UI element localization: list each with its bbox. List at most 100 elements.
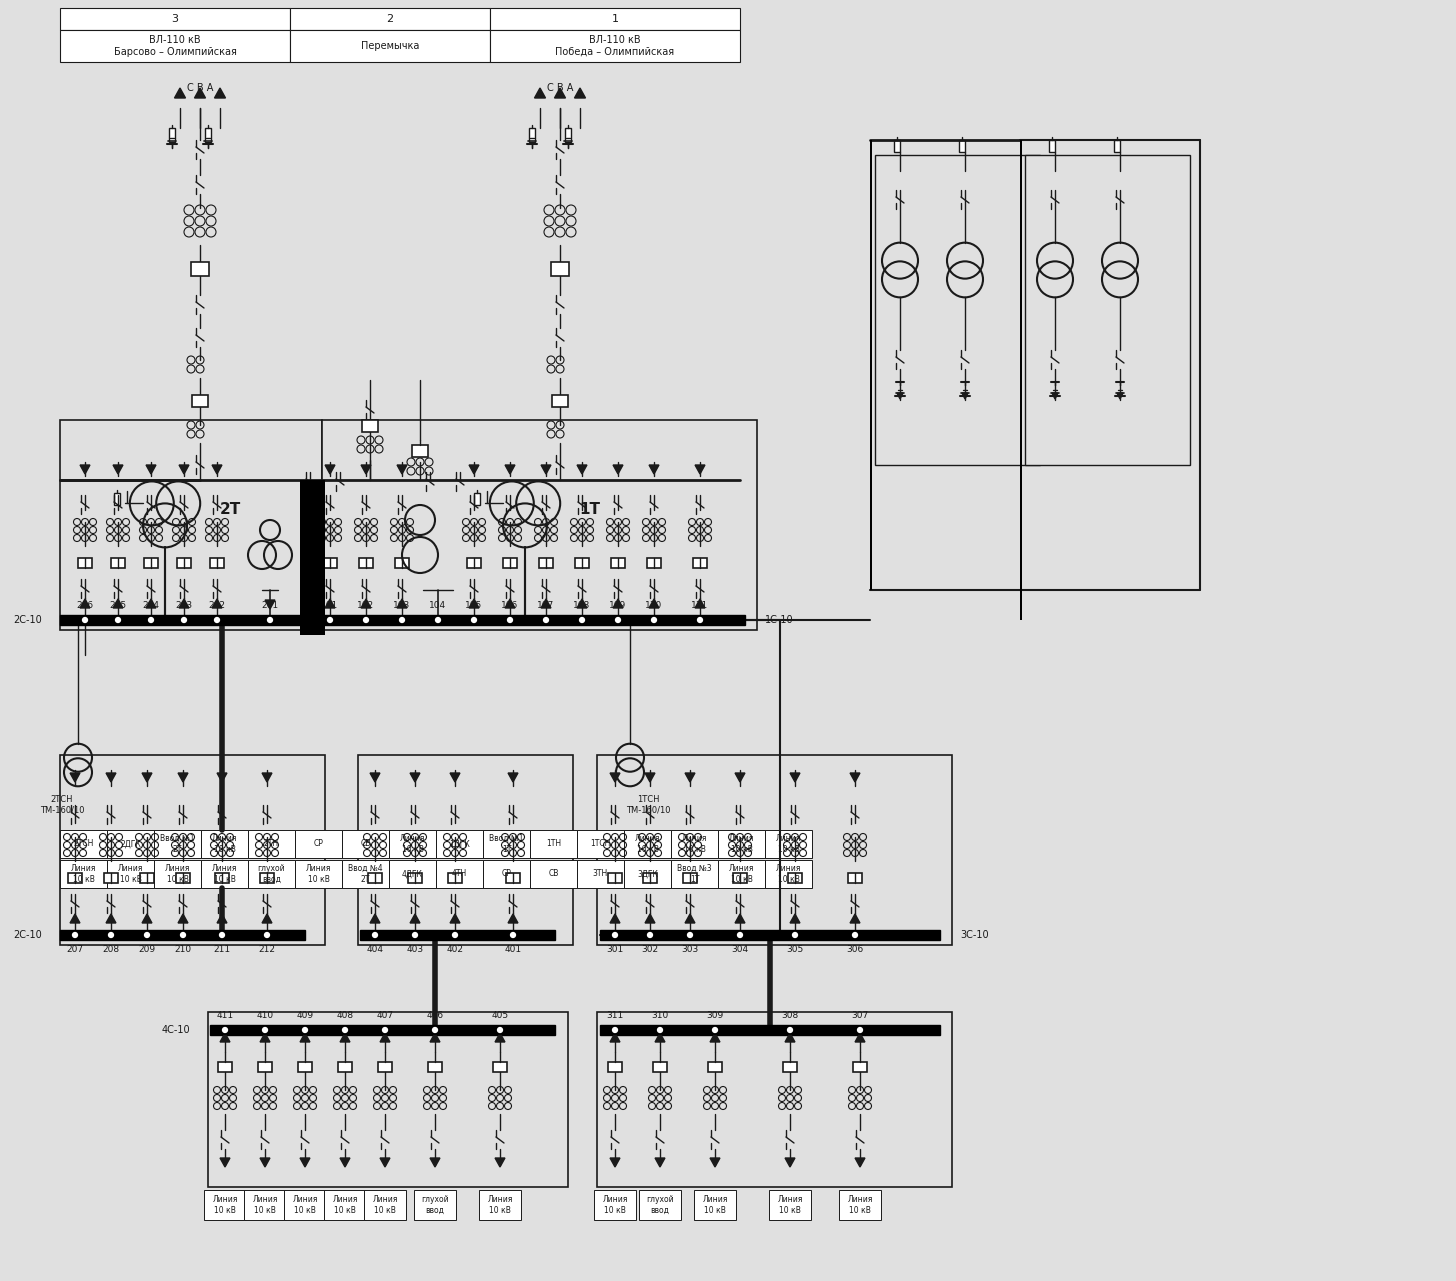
Bar <box>718 860 764 888</box>
Polygon shape <box>695 600 705 608</box>
Polygon shape <box>695 465 705 474</box>
Bar <box>60 860 106 888</box>
Circle shape <box>261 1026 269 1034</box>
Text: 210: 210 <box>175 944 192 953</box>
Bar <box>448 872 462 883</box>
Text: 111: 111 <box>692 602 709 611</box>
Polygon shape <box>146 465 156 474</box>
Polygon shape <box>370 915 380 924</box>
Bar <box>644 872 657 883</box>
Text: 107: 107 <box>537 602 555 611</box>
Polygon shape <box>179 465 189 474</box>
Text: 303: 303 <box>681 944 699 953</box>
Polygon shape <box>114 465 122 474</box>
Text: 1ТСН
ТМ-160/10: 1ТСН ТМ-160/10 <box>626 796 670 815</box>
Polygon shape <box>341 1158 349 1167</box>
Text: 2С-10: 2С-10 <box>13 615 42 625</box>
Bar <box>875 155 1040 465</box>
Bar <box>389 830 435 858</box>
Polygon shape <box>214 88 226 99</box>
Bar <box>60 755 325 945</box>
Text: Линия
10 кВ: Линия 10 кВ <box>211 865 237 884</box>
Polygon shape <box>217 915 227 924</box>
Text: 301: 301 <box>606 944 623 953</box>
Polygon shape <box>534 88 546 99</box>
Bar <box>176 872 189 883</box>
Bar <box>322 420 757 630</box>
Polygon shape <box>610 915 620 924</box>
Bar <box>1114 140 1120 152</box>
Bar <box>652 1062 667 1072</box>
Polygon shape <box>600 1025 941 1035</box>
Circle shape <box>614 616 622 624</box>
Text: СВ: СВ <box>549 870 559 879</box>
Bar <box>479 1190 521 1220</box>
Bar <box>111 559 125 567</box>
Text: 205: 205 <box>109 602 127 611</box>
Polygon shape <box>178 915 188 924</box>
Polygon shape <box>60 930 304 940</box>
Text: Линия
10 кВ: Линия 10 кВ <box>729 834 754 853</box>
Circle shape <box>496 1026 504 1034</box>
Text: 402: 402 <box>447 944 463 953</box>
Text: Линия
10 кВ: Линия 10 кВ <box>488 1195 513 1214</box>
Bar <box>960 140 965 152</box>
Text: 206: 206 <box>76 602 93 611</box>
Bar <box>718 830 764 858</box>
Circle shape <box>510 931 517 939</box>
Bar <box>853 1062 866 1072</box>
Polygon shape <box>791 915 799 924</box>
Polygon shape <box>855 1158 865 1167</box>
Polygon shape <box>495 1032 505 1041</box>
Circle shape <box>221 1026 229 1034</box>
Bar <box>395 559 409 567</box>
Bar <box>575 559 590 567</box>
Text: 310: 310 <box>651 1012 668 1021</box>
Polygon shape <box>505 465 515 474</box>
Circle shape <box>301 1026 309 1034</box>
Bar <box>507 872 520 883</box>
Polygon shape <box>213 600 221 608</box>
Polygon shape <box>322 615 745 625</box>
Circle shape <box>114 616 122 624</box>
Bar <box>363 420 379 432</box>
Polygon shape <box>850 915 860 924</box>
Text: Линия
10 кВ: Линия 10 кВ <box>373 1195 397 1214</box>
Polygon shape <box>542 465 550 474</box>
Circle shape <box>786 1026 794 1034</box>
Text: Линия
10 кВ: Линия 10 кВ <box>118 865 143 884</box>
Text: 409: 409 <box>297 1012 313 1021</box>
Bar <box>769 1190 811 1220</box>
Polygon shape <box>411 772 419 781</box>
Text: 311: 311 <box>606 1012 623 1021</box>
Bar <box>169 128 175 142</box>
Polygon shape <box>649 600 660 608</box>
Text: 408: 408 <box>336 1012 354 1021</box>
Bar <box>140 872 154 883</box>
Circle shape <box>397 616 406 624</box>
Bar <box>258 1062 272 1072</box>
Text: Линия
10 кВ: Линия 10 кВ <box>165 865 191 884</box>
Polygon shape <box>430 1158 440 1167</box>
Polygon shape <box>178 772 188 781</box>
Text: 403: 403 <box>406 944 424 953</box>
Text: глухой
ввод: глухой ввод <box>258 865 285 884</box>
Bar <box>389 860 435 888</box>
Text: Линия
10 кВ: Линия 10 кВ <box>252 1195 278 1214</box>
Circle shape <box>326 616 333 624</box>
Polygon shape <box>265 600 275 608</box>
Bar <box>612 559 625 567</box>
Text: 401: 401 <box>504 944 521 953</box>
Polygon shape <box>80 600 90 608</box>
Text: 105: 105 <box>466 602 482 611</box>
Bar <box>428 1062 443 1072</box>
Polygon shape <box>213 465 221 474</box>
Polygon shape <box>300 1158 310 1167</box>
Text: 202: 202 <box>208 602 226 611</box>
Text: Перемычка: Перемычка <box>361 41 419 51</box>
Bar <box>154 830 201 858</box>
Text: 1ТСН: 1ТСН <box>590 839 610 848</box>
Polygon shape <box>735 915 745 924</box>
Bar <box>764 830 812 858</box>
Text: 203: 203 <box>175 602 192 611</box>
